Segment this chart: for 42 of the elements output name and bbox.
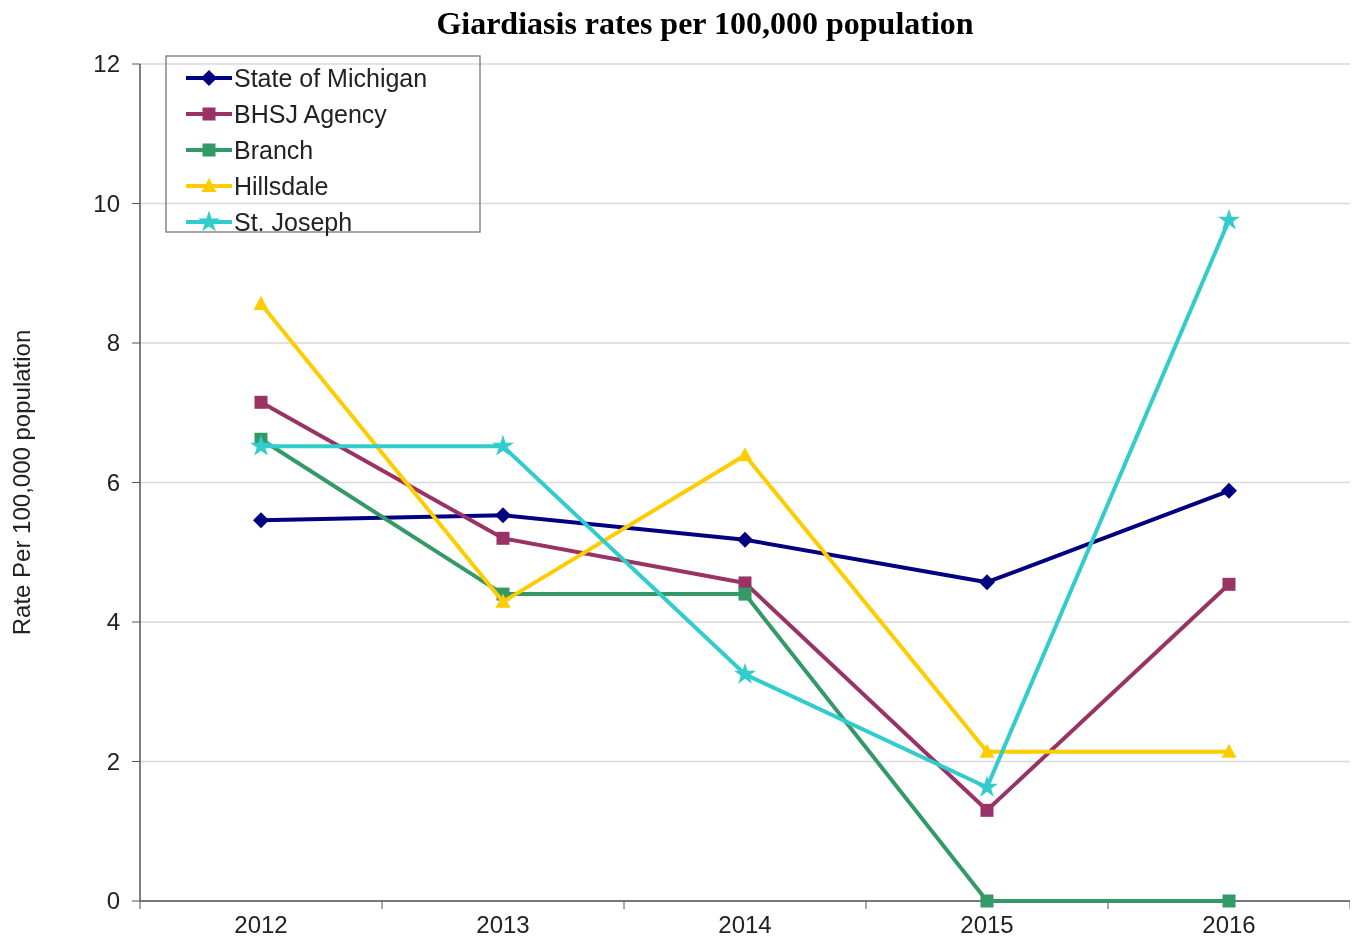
x-tick-label: 2014	[718, 911, 772, 938]
point	[1221, 743, 1237, 758]
x-tick-label: 2013	[476, 911, 530, 938]
y-axis-title: Rate Per 100,000 population	[8, 329, 35, 636]
point	[979, 574, 995, 591]
y-tick-label: 10	[93, 189, 120, 217]
y-tick-label: 8	[106, 329, 120, 357]
point	[250, 434, 272, 456]
legend-label: BHSJ Agency	[234, 99, 388, 128]
y-tick-label: 12	[93, 50, 120, 78]
point	[980, 894, 994, 908]
x-tick-label: 2012	[234, 911, 288, 938]
point	[1218, 208, 1240, 230]
y-tick-label: 4	[106, 608, 120, 636]
y-tick-label: 0	[106, 887, 120, 915]
point	[1222, 894, 1236, 908]
point	[492, 434, 514, 456]
y-tick-label: 2	[106, 747, 120, 775]
point	[980, 803, 994, 817]
point	[738, 576, 752, 590]
point	[979, 743, 995, 758]
chart-title: Giardiasis rates per 100,000 population	[436, 5, 974, 41]
point	[253, 295, 269, 310]
legend-label: State of Michigan	[234, 63, 428, 92]
x-tick-label: 2016	[1202, 911, 1256, 938]
legend-label: Hillsdale	[234, 171, 329, 200]
legend-label: Branch	[234, 135, 314, 164]
point	[976, 775, 998, 797]
point	[737, 447, 753, 462]
point	[495, 507, 511, 524]
legend-label: St. Joseph	[234, 207, 353, 236]
point	[738, 587, 752, 601]
point	[495, 593, 511, 608]
point	[496, 531, 510, 545]
point	[253, 512, 269, 529]
x-tick-label: 2015	[960, 911, 1014, 938]
point	[1221, 482, 1237, 499]
point	[254, 395, 268, 409]
point	[737, 531, 753, 548]
point	[734, 662, 756, 684]
y-tick-label: 6	[106, 468, 120, 496]
point	[1222, 577, 1236, 591]
